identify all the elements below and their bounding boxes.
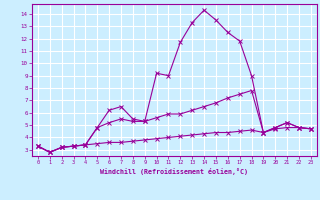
X-axis label: Windchill (Refroidissement éolien,°C): Windchill (Refroidissement éolien,°C) [100,168,248,175]
